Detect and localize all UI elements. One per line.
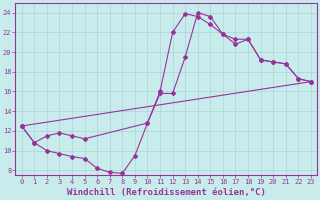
X-axis label: Windchill (Refroidissement éolien,°C): Windchill (Refroidissement éolien,°C) — [67, 188, 266, 197]
